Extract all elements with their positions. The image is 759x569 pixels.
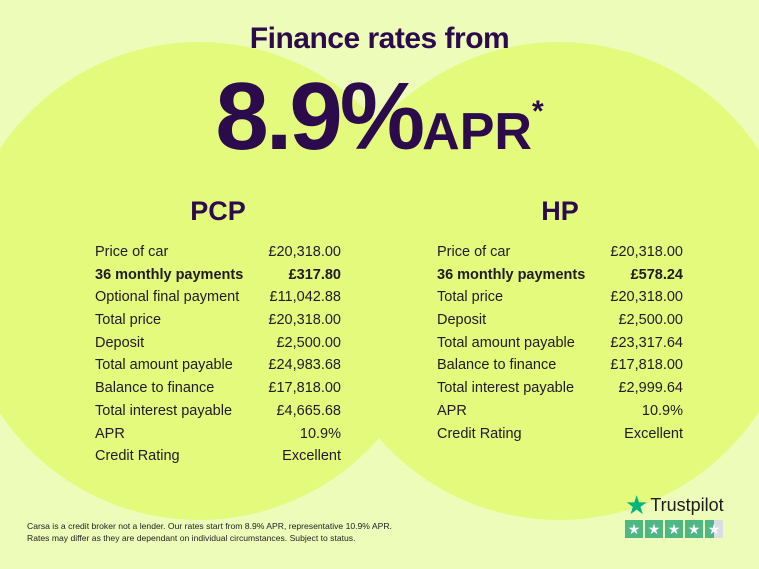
row-value: £24,983.68 xyxy=(268,357,341,374)
row-label: Total price xyxy=(95,312,162,329)
row-label: APR xyxy=(437,402,467,419)
row-value: £4,665.68 xyxy=(276,402,341,419)
table-row: Balance to finance £17,818.00 xyxy=(437,354,683,377)
table-row: Total price £20,318.00 xyxy=(95,309,341,332)
row-value: £17,818.00 xyxy=(268,380,341,397)
background-circle-left xyxy=(0,42,438,520)
trustpilot-rating: ★ ★ ★ ★ ★ xyxy=(625,520,724,538)
asterisk: * xyxy=(531,95,544,128)
table-row: Optional final payment £11,042.88 xyxy=(95,286,341,309)
table-row: Total interest payable £4,665.68 xyxy=(95,400,341,423)
row-label: Total interest payable xyxy=(437,380,575,397)
row-value: £20,318.00 xyxy=(610,244,683,260)
hp-rows: Price of car £20,318.00 36 monthly payment… xyxy=(437,241,683,445)
rating-star-icon: ★ xyxy=(645,520,663,538)
row-value: 10.9% xyxy=(641,402,683,419)
row-value: £2,500.00 xyxy=(618,312,683,329)
table-row: APR 10.9% xyxy=(437,400,683,423)
row-value: Excellent xyxy=(624,425,683,442)
row-label: Total amount payable xyxy=(437,334,575,351)
rating-star-icon: ★ xyxy=(665,520,683,538)
apr-rate: 8.9%APR* xyxy=(0,62,759,172)
table-row: Price of car £20,318.00 xyxy=(437,241,683,264)
table-row: Total amount payable £23,317.64 xyxy=(437,332,683,355)
row-label: Deposit xyxy=(437,312,487,329)
pcp-title: PCP xyxy=(190,196,246,226)
row-value: £23,317.64 xyxy=(610,334,683,351)
table-row: Total amount payable £24,983.68 xyxy=(95,354,341,377)
row-label: APR xyxy=(95,425,125,442)
row-value: £578.24 xyxy=(630,266,683,283)
table-row: Total price £20,318.00 xyxy=(437,286,683,309)
row-label: 36 monthly payments xyxy=(437,266,586,283)
row-value: £20,318.00 xyxy=(268,244,341,260)
pcp-rows: Price of car £20,318.00 36 monthly payment… xyxy=(95,241,341,468)
table-row: Deposit £2,500.00 xyxy=(95,332,341,355)
row-label: Balance to finance xyxy=(437,357,557,374)
row-label: Price of car xyxy=(437,244,511,260)
hp-title: HP xyxy=(541,196,579,226)
rating-star-icon: ★ xyxy=(705,520,723,538)
table-row: Total interest payable £2,999.64 xyxy=(437,377,683,400)
row-value: Excellent xyxy=(282,448,341,465)
rating-star-icon: ★ xyxy=(625,520,643,538)
row-value: £20,318.00 xyxy=(610,289,683,306)
table-row: Price of car £20,318.00 xyxy=(95,241,341,264)
table-row: 36 monthly payments £317.80 xyxy=(95,264,341,287)
rating-star-icon: ★ xyxy=(685,520,703,538)
hp-table: HP Price of car £20,318.00 36 monthly paym… xyxy=(437,196,683,445)
row-label: Total price xyxy=(437,289,504,306)
disclaimer-line-1: Carsa is a credit broker not a lender. O… xyxy=(27,521,392,531)
pcp-table: PCP Price of car £20,318.00 36 monthly pay… xyxy=(95,196,341,468)
disclaimer-line-2: Rates may differ as they are dependant o… xyxy=(27,533,356,543)
row-label: Optional final payment xyxy=(95,289,240,306)
row-value: £20,318.00 xyxy=(268,312,341,329)
row-label: Balance to finance xyxy=(95,380,215,397)
row-label: Credit Rating xyxy=(95,448,180,465)
rate-value: 8.9% xyxy=(215,63,425,170)
table-row: Credit Rating Excellent xyxy=(95,445,341,468)
row-value: £2,500.00 xyxy=(276,334,341,351)
trustpilot-logo: ★ Trustpilot xyxy=(625,490,724,520)
trustpilot-name: Trustpilot xyxy=(650,494,724,515)
row-label: Total amount payable xyxy=(95,357,233,374)
star-icon: ★ xyxy=(625,490,649,520)
rate-suffix: APR xyxy=(422,103,532,161)
row-value: £17,818.00 xyxy=(610,357,683,374)
row-label: 36 monthly payments xyxy=(95,266,244,283)
table-row: 36 monthly payments £578.24 xyxy=(437,264,683,287)
row-value: 10.9% xyxy=(299,425,341,442)
table-row: APR 10.9% xyxy=(95,423,341,446)
row-label: Credit Rating xyxy=(437,425,522,442)
row-label: Deposit xyxy=(95,334,145,351)
table-row: Balance to finance £17,818.00 xyxy=(95,377,341,400)
trustpilot-badge[interactable]: ★ Trustpilot ★ ★ ★ ★ ★ xyxy=(625,490,724,538)
row-value: £2,999.64 xyxy=(618,380,683,397)
disclaimer: Carsa is a credit broker not a lender. O… xyxy=(27,520,392,544)
table-row: Credit Rating Excellent xyxy=(437,423,683,446)
background-circle-right xyxy=(320,42,759,520)
row-label: Total interest payable xyxy=(95,402,233,419)
table-row: Deposit £2,500.00 xyxy=(437,309,683,332)
row-value: £317.80 xyxy=(288,266,341,283)
row-value: £11,042.88 xyxy=(269,289,342,306)
headline: Finance rates from xyxy=(249,22,510,55)
row-label: Price of car xyxy=(95,244,169,260)
